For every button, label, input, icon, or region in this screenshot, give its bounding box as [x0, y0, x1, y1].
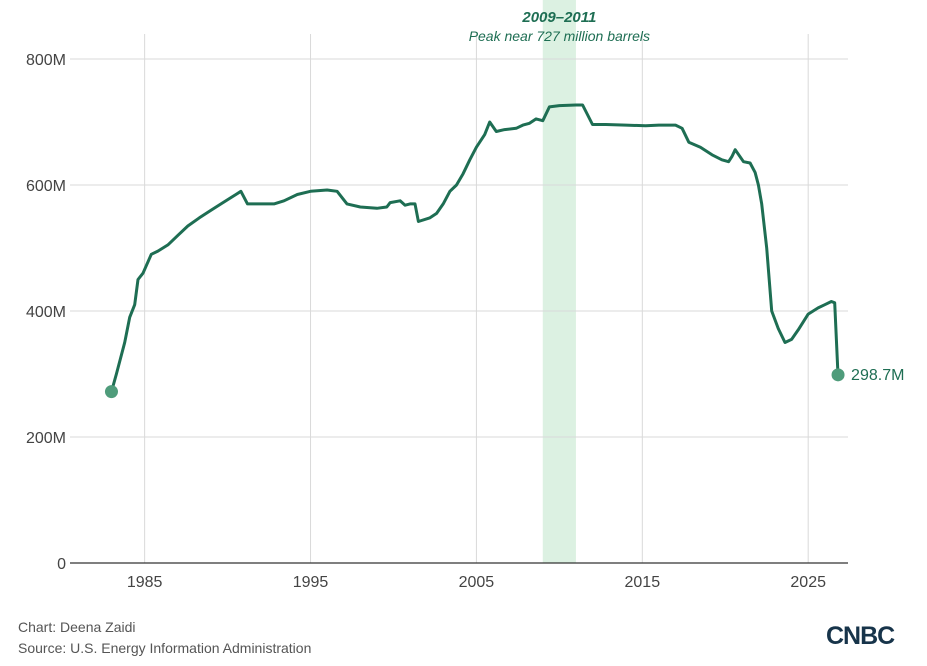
grid-layer [70, 34, 848, 563]
highlight-annotation-title: 2009–2011 [521, 9, 596, 26]
start-point-marker [104, 385, 118, 399]
end-value-label: 298.7M [851, 367, 904, 384]
y-tick-label: 800M [26, 52, 66, 69]
x-tick-label: 1995 [293, 574, 329, 591]
annotation-layer: 2009–2011 Peak near 727 million barrels … [469, 9, 905, 384]
series-line [110, 103, 840, 394]
highlight-layer [542, 0, 576, 563]
x-tick-label: 2005 [459, 574, 495, 591]
y-tick-label: 200M [26, 430, 66, 447]
end-point-marker [831, 368, 845, 382]
series-layer [104, 103, 845, 399]
x-tick-label: 1985 [127, 574, 163, 591]
y-tick-label: 600M [26, 178, 66, 195]
axis-layer: 0 200M 400M 600M 800M 1985 1995 2005 2015 2025 [26, 52, 848, 591]
y-tick-label: 400M [26, 304, 66, 321]
x-tick-label: 2025 [790, 574, 826, 591]
y-tick-label: 0 [57, 556, 66, 573]
cnbc-logo: CNBC [826, 622, 895, 650]
chart-source: Source: U.S. Energy Information Administ… [18, 640, 312, 656]
chart-credit: Chart: Deena Zaidi [18, 619, 136, 635]
x-tick-label: 2015 [625, 574, 661, 591]
highlight-band [542, 0, 576, 563]
highlight-annotation-subtitle: Peak near 727 million barrels [469, 28, 650, 44]
